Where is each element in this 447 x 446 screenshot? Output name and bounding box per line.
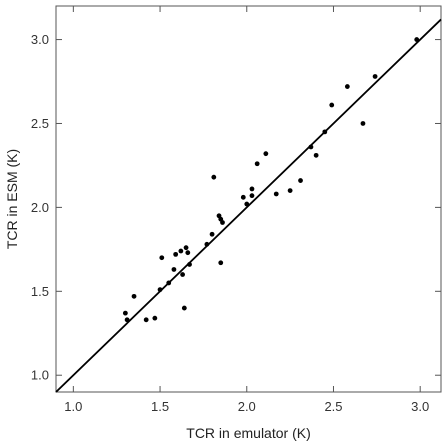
data-point bbox=[143, 317, 149, 323]
data-point bbox=[240, 194, 246, 200]
y-tick-label: 1.0 bbox=[31, 368, 49, 383]
x-axis-label: TCR in emulator (K) bbox=[186, 425, 310, 441]
data-point bbox=[171, 267, 177, 272]
data-point bbox=[414, 37, 420, 42]
plot-frame bbox=[55, 5, 442, 393]
data-point bbox=[273, 191, 279, 197]
data-point bbox=[287, 188, 293, 194]
x-tick-label: 1.0 bbox=[64, 399, 82, 414]
data-point bbox=[159, 255, 165, 261]
y-tick-label: 2.0 bbox=[31, 200, 49, 215]
data-point bbox=[122, 310, 128, 316]
data-point bbox=[322, 129, 328, 135]
y-tick-label: 1.5 bbox=[31, 284, 49, 299]
data-point bbox=[254, 161, 260, 167]
y-tick-label: 2.5 bbox=[31, 116, 49, 131]
data-point bbox=[185, 250, 191, 256]
data-point bbox=[372, 74, 378, 79]
data-point bbox=[166, 280, 172, 286]
data-point bbox=[298, 178, 303, 183]
data-point bbox=[124, 317, 130, 323]
data-point bbox=[178, 248, 184, 254]
data-point bbox=[131, 293, 137, 299]
data-point bbox=[183, 245, 189, 251]
data-point bbox=[157, 287, 163, 293]
data-point bbox=[249, 186, 255, 192]
data-point bbox=[209, 231, 215, 237]
data-point bbox=[329, 102, 335, 108]
data-point bbox=[180, 272, 185, 277]
y-axis-label: TCR in ESM (K) bbox=[4, 149, 20, 249]
data-point bbox=[187, 262, 192, 267]
data-point bbox=[313, 152, 319, 158]
y-tick-label: 3.0 bbox=[31, 32, 49, 47]
data-point bbox=[244, 201, 250, 207]
data-point bbox=[220, 220, 225, 225]
data-point bbox=[344, 84, 350, 89]
data-point bbox=[204, 241, 210, 247]
data-point bbox=[249, 193, 255, 199]
one-to-one-line bbox=[55, 18, 442, 393]
data-point bbox=[308, 144, 314, 150]
data-point bbox=[173, 251, 179, 257]
data-point bbox=[152, 315, 158, 321]
data-point bbox=[211, 174, 217, 180]
x-tick-label: 1.5 bbox=[151, 399, 169, 414]
data-point bbox=[360, 121, 366, 126]
x-tick-label: 3.0 bbox=[411, 399, 429, 414]
x-tick-label: 2.0 bbox=[238, 399, 256, 414]
data-point bbox=[181, 305, 187, 311]
data-point bbox=[218, 260, 224, 266]
data-point bbox=[263, 151, 269, 157]
x-tick-label: 2.5 bbox=[324, 399, 342, 414]
